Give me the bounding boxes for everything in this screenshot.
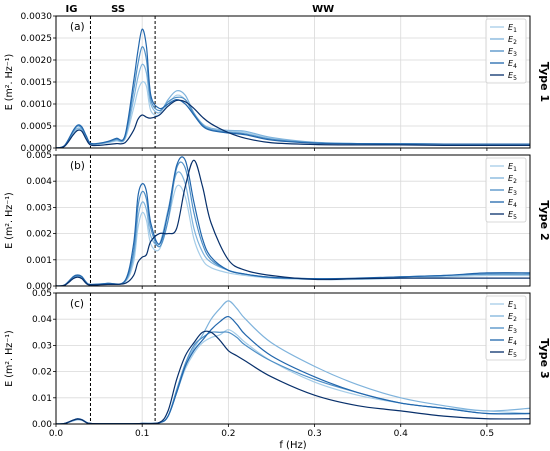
y-tick-label: 0.01 bbox=[32, 394, 52, 404]
x-tick-label: 0.4 bbox=[394, 429, 409, 439]
legend-entry: E4 bbox=[508, 198, 517, 209]
y-tick-label: 0.0005 bbox=[21, 122, 53, 132]
series-line-e3 bbox=[56, 161, 530, 286]
legend-entry: E5 bbox=[508, 210, 517, 221]
legend-entry: E5 bbox=[508, 71, 517, 82]
legend-box bbox=[485, 18, 527, 84]
panel-label: (b) bbox=[70, 160, 85, 172]
y-tick-label: 0.05 bbox=[32, 289, 52, 299]
axes-frame bbox=[55, 154, 531, 287]
y-axis-label: E (m². Hz⁻¹) bbox=[4, 330, 15, 387]
legend-entry: E3 bbox=[508, 47, 517, 58]
legend-box bbox=[485, 157, 527, 223]
series-line-e2 bbox=[56, 171, 530, 286]
series-line-e5 bbox=[56, 159, 530, 286]
legend-entry: E1 bbox=[508, 300, 517, 311]
y-axis-label: E (m². Hz⁻¹) bbox=[4, 192, 15, 249]
legend-entry: E3 bbox=[508, 186, 517, 197]
series-group bbox=[56, 300, 530, 424]
y-tick-label: 0.000 bbox=[26, 282, 52, 292]
series-line-e1 bbox=[56, 81, 530, 148]
series-group bbox=[56, 28, 530, 148]
band-label: IG bbox=[66, 4, 78, 15]
legend-entry: E2 bbox=[508, 312, 517, 323]
legend-entry: E3 bbox=[508, 324, 517, 335]
x-tick-label: 0.3 bbox=[307, 429, 321, 439]
y-tick-label: 0.001 bbox=[26, 256, 52, 266]
legend-entry: E1 bbox=[508, 23, 517, 34]
series-line-e2 bbox=[56, 63, 530, 148]
series-line-e1 bbox=[56, 184, 530, 286]
x-tick-label: 0.5 bbox=[480, 429, 494, 439]
legend-entry: E4 bbox=[508, 59, 517, 70]
panel-3: 0.0 0.1 0.2 0.3 0.4 0.5 0.00 0.01 0.02 0.03 0.04 0.… bbox=[4, 289, 550, 451]
series-group bbox=[56, 156, 530, 286]
y-tick-label: 0.004 bbox=[26, 177, 52, 187]
row-label: Type 1 bbox=[538, 62, 550, 102]
legend-entry: E5 bbox=[508, 348, 517, 359]
y-tick-label: 0.0030 bbox=[21, 12, 53, 22]
panel-1: 0.0000 0.0005 0.0010 0.0015 0.0020 0.0025 0.00… bbox=[4, 4, 550, 154]
x-axis-label: f (Hz) bbox=[279, 440, 306, 451]
y-axis-label: E (m². Hz⁻¹) bbox=[4, 54, 15, 111]
x-tick-label: 0.1 bbox=[135, 429, 149, 439]
y-tick-label: 0.04 bbox=[32, 315, 52, 325]
y-tick-label: 0.002 bbox=[26, 230, 52, 240]
legend-entry: E2 bbox=[508, 35, 517, 46]
band-label: SS bbox=[111, 4, 125, 15]
y-tick-label: 0.0010 bbox=[21, 100, 53, 110]
series-line-e5 bbox=[56, 99, 530, 148]
band-label: WW bbox=[312, 4, 334, 15]
y-tick-label: 0.0020 bbox=[21, 56, 53, 66]
legend-entry: E4 bbox=[508, 336, 517, 347]
axes-frame bbox=[55, 292, 531, 425]
legend-box bbox=[485, 295, 527, 361]
y-tick-label: 0.02 bbox=[32, 368, 52, 378]
y-tick-label: 0.005 bbox=[26, 151, 52, 161]
series-line-e4 bbox=[56, 28, 530, 148]
x-tick-label: 0.0 bbox=[49, 429, 64, 439]
y-tick-label: 0.0025 bbox=[21, 34, 53, 44]
panel-label: (a) bbox=[70, 21, 85, 33]
series-line-e5 bbox=[56, 330, 530, 424]
y-tick-label: 0.0015 bbox=[21, 78, 53, 88]
y-tick-label: 0.003 bbox=[26, 203, 52, 213]
y-tick-label: 0.00 bbox=[32, 420, 52, 430]
y-tick-label: 0.0000 bbox=[21, 144, 53, 154]
legend-entry: E2 bbox=[508, 174, 517, 185]
y-tick-label: 0.03 bbox=[32, 341, 52, 351]
row-label: Type 2 bbox=[538, 200, 550, 240]
x-tick-label: 0.2 bbox=[221, 429, 235, 439]
panel-2: 0.000 0.001 0.002 0.003 0.004 0.005 E (m². Hz⁻… bbox=[4, 151, 550, 292]
row-label: Type 3 bbox=[538, 338, 550, 378]
legend-entry: E1 bbox=[508, 162, 517, 173]
panel-label: (c) bbox=[70, 298, 84, 310]
series-line-e4 bbox=[56, 156, 530, 286]
